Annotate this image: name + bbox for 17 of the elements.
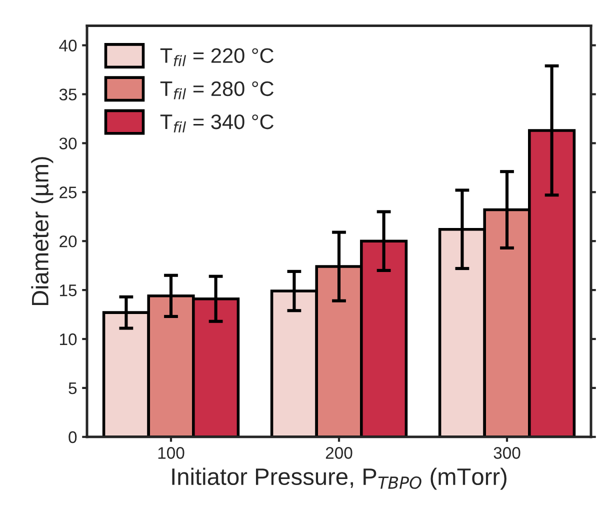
legend-label: T$_{fil}$ = 340 °C: [160, 114, 274, 132]
y-tick-label: 15: [60, 284, 77, 296]
x-tick-label: 200: [326, 447, 352, 459]
x-axis-title: Initiator Pressure, P$_{TBPO}$ (mTorr): [172, 468, 506, 490]
y-axis-title: Diameter (µm): [31, 157, 54, 306]
y-tick-label: 0: [68, 431, 77, 444]
y-tick-label: 40: [59, 40, 77, 52]
y-tick-label: 35: [59, 88, 77, 100]
y-tick-label: 5: [68, 382, 77, 394]
y-tick-label: 30: [59, 138, 77, 150]
legend-label: T$_{fil}$ = 280 °C: [160, 81, 274, 100]
x-tick-label: 100: [158, 447, 184, 459]
x-tick-label: 300: [494, 447, 520, 459]
legend-label: T$_{fil}$ = 220 °C: [160, 48, 274, 66]
y-tick-label: 10: [60, 333, 77, 346]
y-tick-label: 25: [60, 186, 77, 198]
y-tick-label: 20: [60, 235, 77, 248]
